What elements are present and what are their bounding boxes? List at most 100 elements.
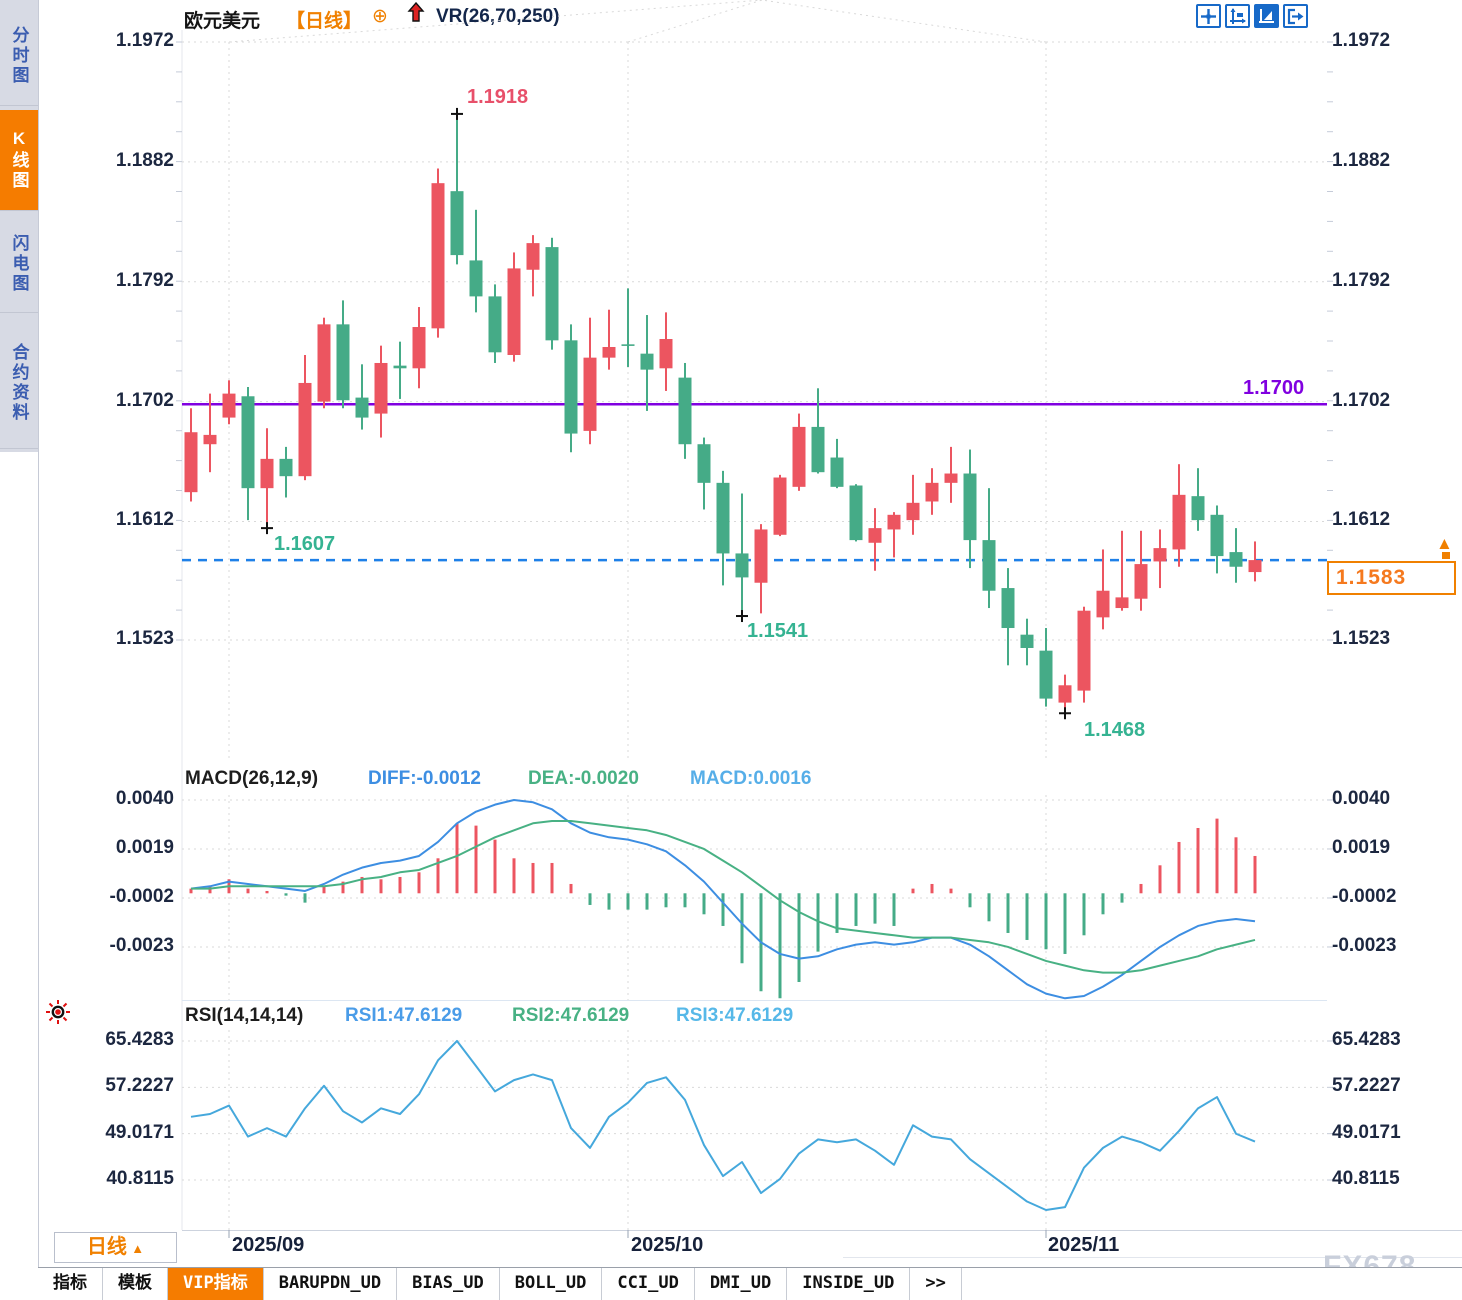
tab-more[interactable]: >>	[910, 1268, 962, 1300]
candle-body	[602, 346, 616, 358]
rsi3-value: RSI3:47.6129	[676, 1005, 794, 1026]
up-arrow-icon	[406, 1, 426, 32]
axis-scale-icon[interactable]	[1225, 4, 1250, 28]
tab-templates[interactable]: 模板	[103, 1268, 168, 1300]
candle-body	[1077, 610, 1091, 691]
candle-body	[317, 324, 331, 402]
macd-diff-line	[190, 798, 1256, 1000]
candle-body	[203, 434, 217, 445]
candle-body	[450, 191, 464, 256]
symbol-title: 欧元美元	[184, 11, 261, 32]
y-axis-label: 65.4283	[105, 1029, 174, 1050]
tab-vip-indicators[interactable]: VIP指标	[168, 1268, 264, 1300]
purple-level-label: 1.1700	[1243, 377, 1305, 399]
current-price-tag: 1.1583	[1327, 561, 1456, 595]
candle-body	[925, 482, 939, 502]
indicator-tabbar: 指标 模板 VIP指标 BARUPDN_UD BIAS_UD BOLL_UD C…	[38, 1267, 1462, 1300]
candle-body	[564, 340, 578, 434]
candle-body	[279, 458, 293, 477]
candle-body	[1039, 650, 1053, 699]
candle-body	[773, 477, 787, 535]
x-axis-label-oct: 2025/10	[631, 1234, 704, 1256]
macd-dea-line	[191, 819, 1256, 974]
y-axis-label: 0.0040	[1332, 787, 1391, 809]
alert-sun-icon	[45, 999, 71, 1030]
candle-body	[298, 382, 312, 477]
candle-body	[716, 482, 730, 554]
tab-boll-ud[interactable]: BOLL_UD	[500, 1268, 603, 1300]
tab-dmi-ud[interactable]: DMI_UD	[695, 1268, 788, 1300]
candle-body	[469, 260, 483, 297]
candle-body	[1058, 685, 1072, 703]
candle-body	[963, 473, 977, 541]
candle-body	[1172, 494, 1186, 550]
macd-diff-value: DIFF:-0.0012	[368, 768, 481, 789]
candle-body	[1153, 548, 1167, 562]
candle-body	[355, 397, 369, 418]
tab-barupdn-ud[interactable]: BARUPDN_UD	[264, 1268, 398, 1300]
candle-body	[488, 296, 502, 353]
y-axis-label: 1.1972	[115, 30, 174, 51]
candle-body	[1134, 564, 1148, 599]
y-axis-label: 1.1882	[1332, 149, 1391, 171]
candle-body	[982, 540, 996, 591]
y-axis-label: 0.0019	[1332, 836, 1391, 858]
tab-bias-ud[interactable]: BIAS_UD	[397, 1268, 500, 1300]
candle-body	[1229, 552, 1243, 567]
sidebar-item-contract-info[interactable]: 合约资料	[0, 318, 38, 449]
period-dropdown-label: 日线	[86, 1236, 127, 1258]
candle-body	[1096, 590, 1110, 618]
move-tool-icon[interactable]	[1196, 4, 1221, 28]
y-axis-label: 1.1523	[1332, 628, 1391, 649]
y-axis-label: 65.4283	[1332, 1029, 1401, 1050]
candle-body	[431, 183, 445, 329]
candle-body	[792, 426, 806, 487]
candle-body	[849, 485, 863, 541]
sidebar-strip	[0, 0, 38, 452]
x-axis-label-sep: 2025/09	[232, 1234, 305, 1256]
candle-body	[1210, 514, 1224, 557]
sidebar-item-kline[interactable]: K线图	[0, 110, 38, 211]
low-annotation-1: 1.1607	[274, 533, 336, 555]
tab-inside-ud[interactable]: INSIDE_UD	[787, 1268, 911, 1300]
y-axis-label: 1.1792	[1332, 269, 1391, 291]
tab-cci-ud[interactable]: CCI_UD	[602, 1268, 695, 1300]
price-up-arrow-stem	[1442, 552, 1450, 559]
candle-body	[545, 247, 559, 341]
chart-pointer-icon[interactable]	[1254, 4, 1279, 28]
candle-body	[241, 396, 255, 489]
x-axis-label-nov: 2025/11	[1048, 1234, 1120, 1256]
macd-dea-value: DEA:-0.0020	[528, 768, 639, 789]
y-axis-label: 57.2227	[105, 1075, 174, 1097]
candle-body	[830, 457, 844, 487]
overlay-indicator-label: VR(26,70,250)	[436, 6, 560, 27]
exit-chart-icon[interactable]	[1283, 4, 1308, 28]
y-axis-label: -0.0002	[1332, 885, 1397, 907]
y-axis-label: -0.0002	[109, 885, 174, 907]
y-axis-label: -0.0023	[109, 934, 174, 956]
y-axis-label: -0.0023	[1332, 934, 1397, 956]
candle-body	[1115, 597, 1129, 609]
candle-body	[811, 426, 825, 473]
candle-body	[640, 353, 654, 370]
y-axis-label: 40.8115	[106, 1167, 174, 1189]
y-axis-label: 1.1702	[115, 389, 174, 411]
rsi1-value: RSI1:47.6129	[345, 1005, 463, 1026]
rsi-title: RSI(14,14,14)	[185, 1005, 304, 1026]
low-annotation-3: 1.1468	[1084, 719, 1146, 741]
period-dropdown-button[interactable]: 日线 ▲	[54, 1232, 177, 1263]
candle-body	[412, 327, 426, 369]
candle-body	[906, 502, 920, 521]
candle-body	[621, 344, 635, 346]
rsi-line	[190, 1039, 1256, 1211]
price-up-arrow-icon: ▲	[1436, 534, 1453, 553]
sidebar-item-lightning[interactable]: 闪电图	[0, 216, 38, 313]
y-axis-label: 49.0171	[105, 1121, 174, 1143]
add-indicator-icon[interactable]: ⊕	[372, 6, 388, 27]
sidebar-item-timeshare[interactable]: 分时图	[0, 6, 38, 106]
candle-body	[507, 268, 521, 355]
y-axis-label: 40.8115	[1332, 1167, 1400, 1189]
sidebar: 分时图 K线图 闪电图 合约资料	[0, 0, 39, 1300]
tab-indicators[interactable]: 指标	[38, 1268, 103, 1300]
